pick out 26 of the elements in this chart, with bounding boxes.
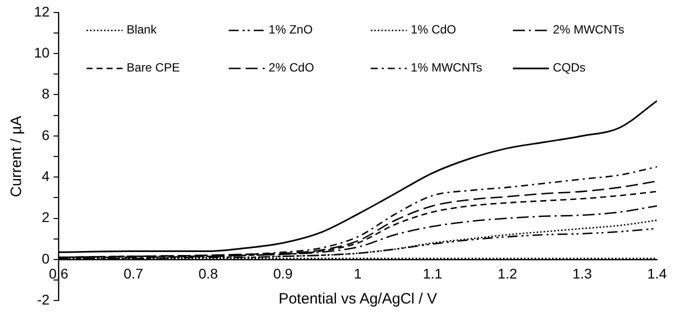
legend-label: Bare CPE: [126, 60, 180, 75]
x-tick-label: 1.3: [572, 266, 592, 282]
legend-label: 1% ZnO: [268, 22, 313, 37]
y-tick-label: 8: [42, 86, 50, 102]
x-tick-label: 0.7: [124, 266, 144, 282]
y-tick-label: 2: [42, 209, 50, 226]
x-tick-label: 1.4: [647, 266, 667, 282]
y-tick-label: -2: [37, 291, 50, 308]
x-tick-label: 1: [354, 266, 362, 282]
legend-label: CQDs: [552, 60, 586, 75]
legend-label: 2% CdO: [268, 60, 314, 75]
legend-label: 1% CdO: [410, 22, 456, 37]
x-axis-title: Potential vs Ag/AgCl / V: [278, 290, 437, 308]
x-tick-label: 0.9: [273, 266, 293, 282]
y-tick-label: 12: [34, 3, 50, 20]
x-tick-label: 0.8: [198, 266, 218, 282]
legend-label: Blank: [126, 22, 158, 37]
y-axis-title: Current / µA: [8, 116, 26, 198]
y-tick-label: 10: [34, 44, 50, 60]
x-tick-label: 1.2: [498, 266, 518, 282]
y-tick-label: 4: [42, 168, 50, 184]
y-tick-label: 6: [42, 126, 50, 143]
legend-label: 2% MWCNTs: [552, 22, 624, 37]
x-tick-label: 1.1: [422, 266, 443, 282]
y-tick-label: 0: [42, 250, 50, 266]
legend-label: 1% MWCNTs: [410, 60, 482, 75]
